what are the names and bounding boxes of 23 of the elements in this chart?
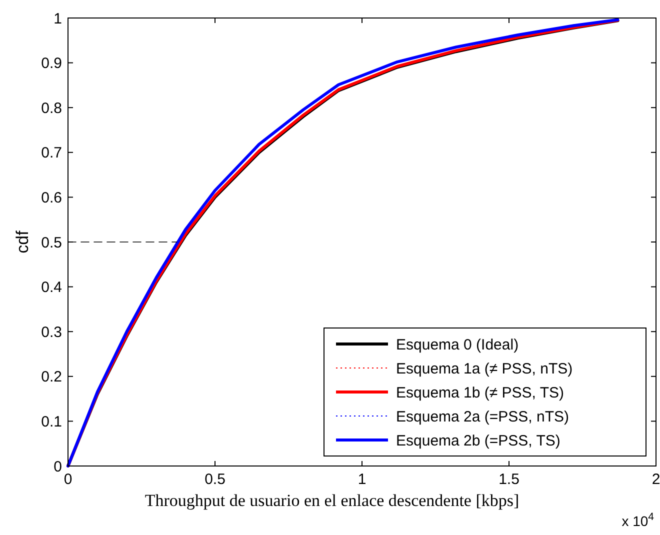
legend-label: Esquema 0 (Ideal) <box>396 336 519 354</box>
legend-label: Esquema 2a (=PSS, nTS) <box>396 408 570 426</box>
y-tick-label: 0.1 <box>41 413 62 430</box>
x-tick-label: 0.5 <box>204 471 226 488</box>
y-tick-label: 0.6 <box>41 189 62 206</box>
y-axis-title: cdf <box>13 230 32 254</box>
legend-label: Esquema 1a (≠ PSS, nTS) <box>396 360 573 378</box>
y-tick-label: 0.2 <box>41 368 62 386</box>
y-tick-label: 0.9 <box>41 55 62 72</box>
x-tick-label: 1 <box>358 471 366 488</box>
y-tick-label: 1 <box>54 10 62 28</box>
x-tick-label: 2 <box>652 471 660 488</box>
y-tick-label: 0 <box>54 458 62 476</box>
x-axis-title: Throughput de usuario en el enlace descendente [kbps] <box>144 491 520 510</box>
y-tick-label: 0.7 <box>41 144 62 162</box>
y-tick-label: 0.3 <box>41 324 62 341</box>
y-tick-label: 0.8 <box>41 100 62 117</box>
x-tick-label: 1.5 <box>498 471 520 488</box>
legend-label: Esquema 2b (=PSS, TS) <box>396 432 560 450</box>
y-tick-label: 0.5 <box>41 234 62 252</box>
legend-label: Esquema 1b (≠ PSS, TS) <box>396 384 564 402</box>
text: x 10$^{4}$ <box>622 511 654 529</box>
y-tick-label: 0.4 <box>41 279 62 296</box>
